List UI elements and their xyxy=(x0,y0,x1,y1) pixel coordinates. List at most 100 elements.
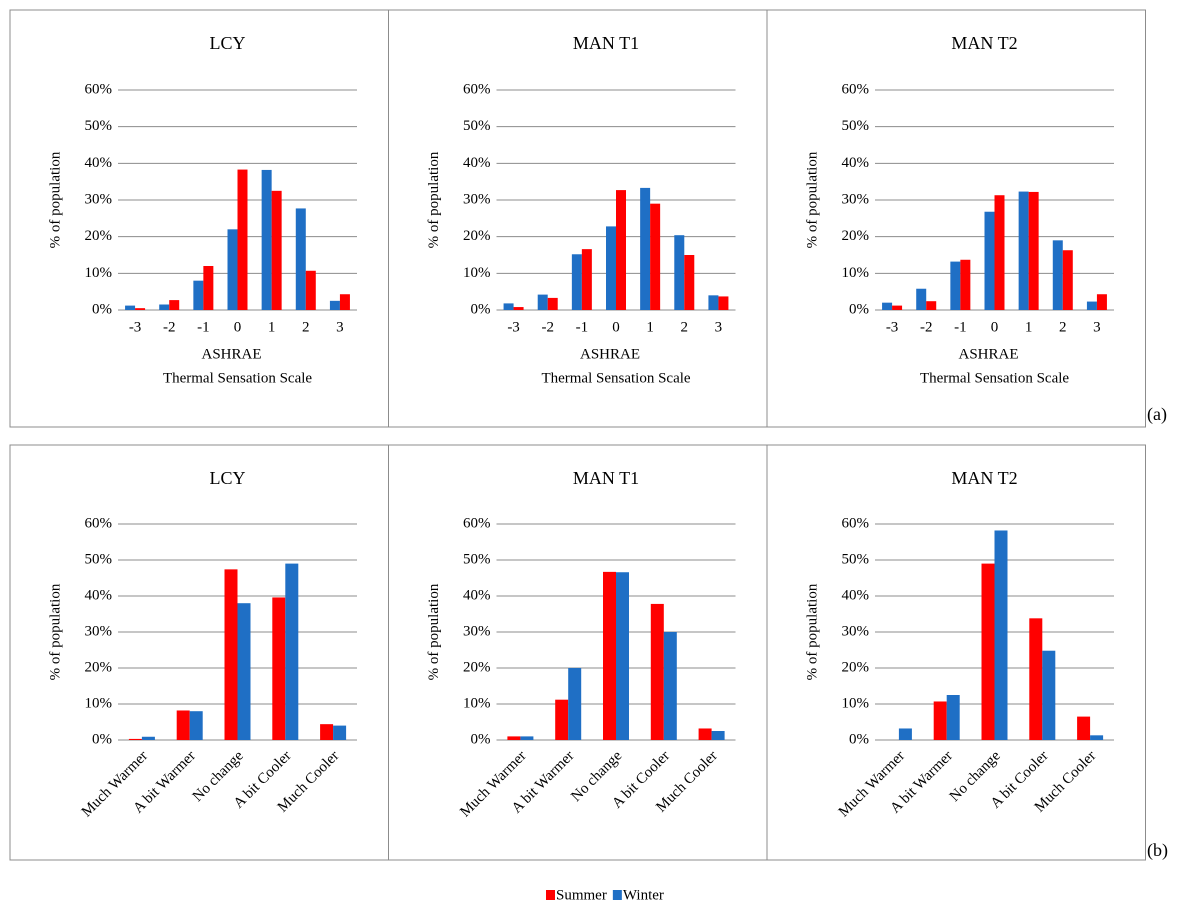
bar xyxy=(227,229,238,310)
bar xyxy=(305,270,316,310)
x-tick-label: -1 xyxy=(954,319,967,335)
bar xyxy=(237,603,251,740)
bar xyxy=(329,300,340,310)
y-tick-label: 10% xyxy=(842,695,870,711)
x-tick-label: 2 xyxy=(1059,319,1067,335)
y-tick-label: 10% xyxy=(463,265,491,281)
x-tick-label: -3 xyxy=(129,319,142,335)
y-axis-label: % of population xyxy=(47,151,63,248)
legend-label: Winter xyxy=(623,887,664,903)
bar xyxy=(650,203,661,310)
y-tick-label: 40% xyxy=(842,155,870,171)
x-tick-label: 1 xyxy=(268,319,276,335)
bar xyxy=(981,563,995,740)
bar xyxy=(892,305,903,310)
x-tick-label: 3 xyxy=(1093,319,1101,335)
panel-frame xyxy=(766,9,1146,428)
x-tick-label: 0 xyxy=(612,319,620,335)
bar xyxy=(882,302,893,310)
x-tick-label: -3 xyxy=(507,319,520,335)
y-axis-label: % of population xyxy=(804,151,820,248)
y-tick-label: 20% xyxy=(85,228,113,244)
y-tick-label: 30% xyxy=(842,191,870,207)
x-axis-label: Thermal Sensation Scale xyxy=(920,370,1069,386)
bar xyxy=(125,305,136,310)
x-axis-label: ASHRAE xyxy=(201,346,261,362)
x-tick-label: 1 xyxy=(1025,319,1033,335)
bar xyxy=(1029,618,1043,740)
bar xyxy=(159,304,170,310)
bar xyxy=(135,308,146,310)
chart-title: LCY xyxy=(210,33,246,53)
y-axis-label: % of population xyxy=(47,583,63,680)
y-tick-label: 40% xyxy=(85,155,113,171)
x-tick-label: -2 xyxy=(163,319,176,335)
y-tick-label: 10% xyxy=(85,695,113,711)
y-tick-label: 30% xyxy=(842,623,870,639)
bar xyxy=(547,297,558,310)
x-tick-label: -1 xyxy=(576,319,589,335)
y-tick-label: 50% xyxy=(463,551,491,567)
y-tick-label: 60% xyxy=(842,515,870,531)
bar xyxy=(581,249,592,310)
bar xyxy=(916,288,927,310)
y-tick-label: 30% xyxy=(463,623,491,639)
bar xyxy=(933,701,947,740)
bar xyxy=(1028,191,1039,310)
bar xyxy=(946,695,960,740)
x-tick-label: -3 xyxy=(886,319,899,335)
bar xyxy=(603,571,616,740)
y-axis-label: % of population xyxy=(804,583,820,680)
panel-label: (a) xyxy=(1147,404,1167,425)
bar xyxy=(295,208,306,310)
chart-title: MAN T1 xyxy=(573,33,639,53)
x-tick-label: 2 xyxy=(302,319,310,335)
bar xyxy=(1086,301,1097,310)
bar xyxy=(711,731,725,740)
y-tick-label: 20% xyxy=(842,228,870,244)
chart-title: MAN T2 xyxy=(951,33,1017,53)
bar xyxy=(555,699,569,740)
bar xyxy=(674,235,685,310)
y-tick-label: 50% xyxy=(85,551,113,567)
y-tick-label: 20% xyxy=(842,659,870,675)
bar xyxy=(320,724,334,740)
bar xyxy=(663,632,677,740)
bar xyxy=(994,530,1008,740)
y-tick-label: 40% xyxy=(463,155,491,171)
bar xyxy=(1096,294,1107,310)
bar xyxy=(650,603,664,740)
y-tick-label: 60% xyxy=(85,515,113,531)
y-tick-label: 60% xyxy=(463,515,491,531)
bar xyxy=(571,254,582,310)
bar xyxy=(271,190,282,310)
bar xyxy=(189,711,203,740)
bar xyxy=(261,169,272,310)
x-tick-label: 0 xyxy=(991,319,999,335)
x-tick-label: -2 xyxy=(920,319,933,335)
bar xyxy=(333,725,347,740)
bar xyxy=(203,266,214,310)
x-axis-label: Thermal Sensation Scale xyxy=(541,370,690,386)
bar xyxy=(272,597,286,740)
legend-label: Summer xyxy=(556,887,607,903)
bar xyxy=(960,259,971,310)
y-tick-label: 0% xyxy=(471,731,491,747)
panel-frame xyxy=(766,444,1146,861)
y-tick-label: 0% xyxy=(849,731,869,747)
panel-label: (b) xyxy=(1147,840,1168,861)
bar xyxy=(503,303,514,310)
bar xyxy=(994,195,1005,310)
x-tick-label: 2 xyxy=(681,319,689,335)
y-tick-label: 40% xyxy=(85,587,113,603)
x-tick-label: 0 xyxy=(234,319,242,335)
y-tick-label: 10% xyxy=(842,265,870,281)
bar xyxy=(339,294,350,310)
y-tick-label: 0% xyxy=(849,301,869,317)
bar xyxy=(568,668,582,740)
x-tick-label: -2 xyxy=(541,319,554,335)
chart-title: MAN T1 xyxy=(573,468,639,488)
bar xyxy=(176,710,190,740)
bar xyxy=(1077,716,1091,740)
